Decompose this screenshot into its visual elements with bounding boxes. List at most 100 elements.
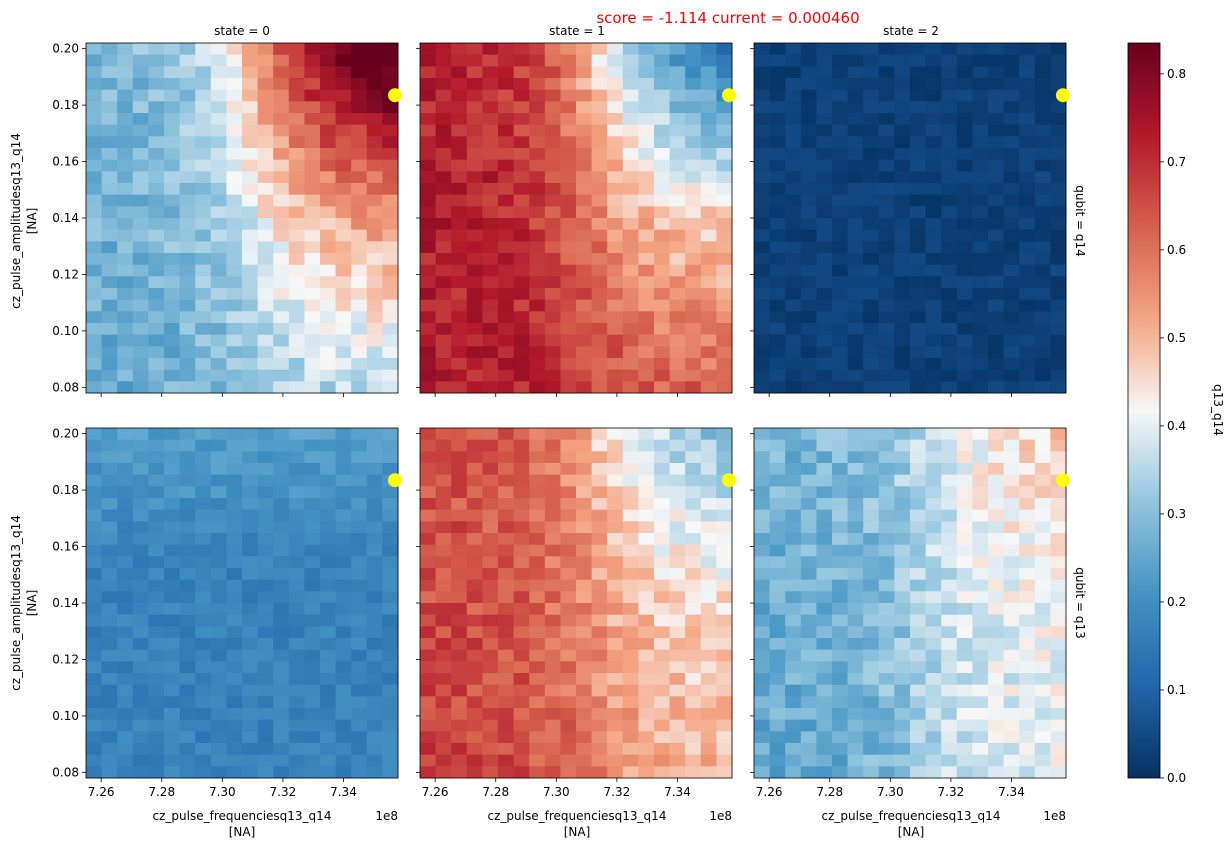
heatmap-cell	[148, 183, 165, 196]
heatmap-cell	[847, 451, 864, 464]
heatmap-cell	[1034, 241, 1051, 254]
heatmap-cell	[716, 428, 733, 441]
heatmap-cell	[482, 311, 499, 324]
heatmap-cell	[591, 171, 608, 184]
heatmap-cell	[257, 66, 274, 79]
heatmap-cell	[179, 253, 196, 266]
heatmap-cell	[972, 381, 989, 394]
heatmap-cell	[894, 439, 911, 452]
heatmap-cell	[482, 428, 499, 441]
heatmap-cell	[576, 626, 592, 639]
heatmap-cell	[972, 568, 989, 581]
heatmap-cell	[972, 743, 989, 756]
heatmap-cell	[669, 148, 686, 161]
heatmap-cell	[847, 159, 864, 172]
heatmap-cell	[288, 521, 305, 534]
heatmap-cell	[366, 766, 383, 779]
heatmap-cell	[685, 381, 702, 394]
heatmap-cell	[638, 696, 655, 709]
heatmap-cell	[257, 171, 274, 184]
heatmap-cell	[910, 743, 926, 756]
heatmap-cell	[607, 684, 624, 697]
heatmap-cell	[754, 696, 770, 709]
heatmap-cell	[863, 66, 880, 79]
heatmap-cell	[1019, 696, 1036, 709]
heatmap-cell	[366, 101, 383, 114]
heatmap-cell	[1050, 253, 1067, 266]
heatmap-cell	[863, 754, 880, 767]
heatmap-cell	[878, 731, 895, 744]
heatmap-cell	[482, 229, 499, 242]
heatmap-cell	[894, 334, 911, 347]
heatmap-cell	[451, 638, 468, 651]
heatmap-cell	[878, 89, 895, 102]
heatmap-cell	[164, 288, 180, 301]
heatmap-cell	[451, 171, 468, 184]
heatmap-cell	[785, 743, 802, 756]
heatmap-cell	[769, 381, 786, 394]
heatmap-cell	[972, 323, 989, 336]
heatmap-cell	[832, 684, 848, 697]
heatmap-cell	[700, 113, 717, 126]
heatmap-cell	[941, 439, 958, 452]
heatmap-cell	[988, 78, 1004, 91]
heatmap-cell	[700, 743, 717, 756]
heatmap-cell	[529, 346, 546, 359]
heatmap-cell	[941, 159, 958, 172]
x-tick-label: 7.32	[270, 785, 297, 799]
heatmap-cell	[638, 451, 655, 464]
heatmap-cell	[910, 369, 926, 382]
heatmap-cell	[529, 206, 546, 219]
heatmap-cell	[351, 43, 368, 56]
heatmap-cell	[435, 766, 452, 779]
heatmap-cell	[435, 521, 452, 534]
heatmap-cell	[513, 486, 530, 499]
heatmap-cell	[972, 439, 989, 452]
heatmap-cell	[257, 369, 274, 382]
heatmap-cell	[863, 241, 880, 254]
heatmap-cell	[716, 334, 733, 347]
heatmap-cell	[1034, 579, 1051, 592]
heatmap-cell	[560, 731, 577, 744]
heatmap-cell	[972, 206, 989, 219]
heatmap-cell	[894, 171, 911, 184]
heatmap-cell	[117, 148, 134, 161]
heatmap-cell	[816, 369, 833, 382]
heatmap-cell	[800, 241, 817, 254]
heatmap-cell	[988, 626, 1004, 639]
heatmap-cell	[273, 743, 290, 756]
heatmap-cell	[304, 288, 321, 301]
heatmap-cell	[1019, 253, 1036, 266]
heatmap-cell	[288, 556, 305, 569]
heatmap-cell	[179, 171, 196, 184]
heatmap-cell	[685, 638, 702, 651]
heatmap-cell	[847, 241, 864, 254]
heatmap-cell	[382, 649, 399, 662]
heatmap-cell	[164, 241, 180, 254]
heatmap-cell	[576, 148, 592, 161]
heatmap-cell	[1050, 428, 1067, 441]
heatmap-cell	[273, 66, 290, 79]
colorbar-tick-label: 0.7	[1167, 155, 1186, 169]
heatmap-cell	[513, 661, 530, 674]
heatmap-cell	[335, 334, 352, 347]
heatmap-cell	[1050, 614, 1067, 627]
heatmap-cell	[382, 299, 399, 312]
current-point-marker	[721, 88, 736, 103]
heatmap-cell	[366, 696, 383, 709]
heatmap-cell	[669, 568, 686, 581]
heatmap-cell	[148, 428, 165, 441]
heatmap-cell	[273, 591, 290, 604]
heatmap-cell	[769, 684, 786, 697]
heatmap-cell	[304, 614, 321, 627]
heatmap-cell	[800, 148, 817, 161]
heatmap-cell	[304, 474, 321, 487]
heatmap-cell	[544, 544, 561, 557]
heatmap-cell	[941, 358, 958, 371]
heatmap-cell	[513, 521, 530, 534]
heatmap-cell	[366, 358, 383, 371]
heatmap-cell	[451, 463, 468, 476]
heatmap-cell	[513, 474, 530, 487]
heatmap-cell	[847, 54, 864, 67]
heatmap-cell	[86, 183, 102, 196]
